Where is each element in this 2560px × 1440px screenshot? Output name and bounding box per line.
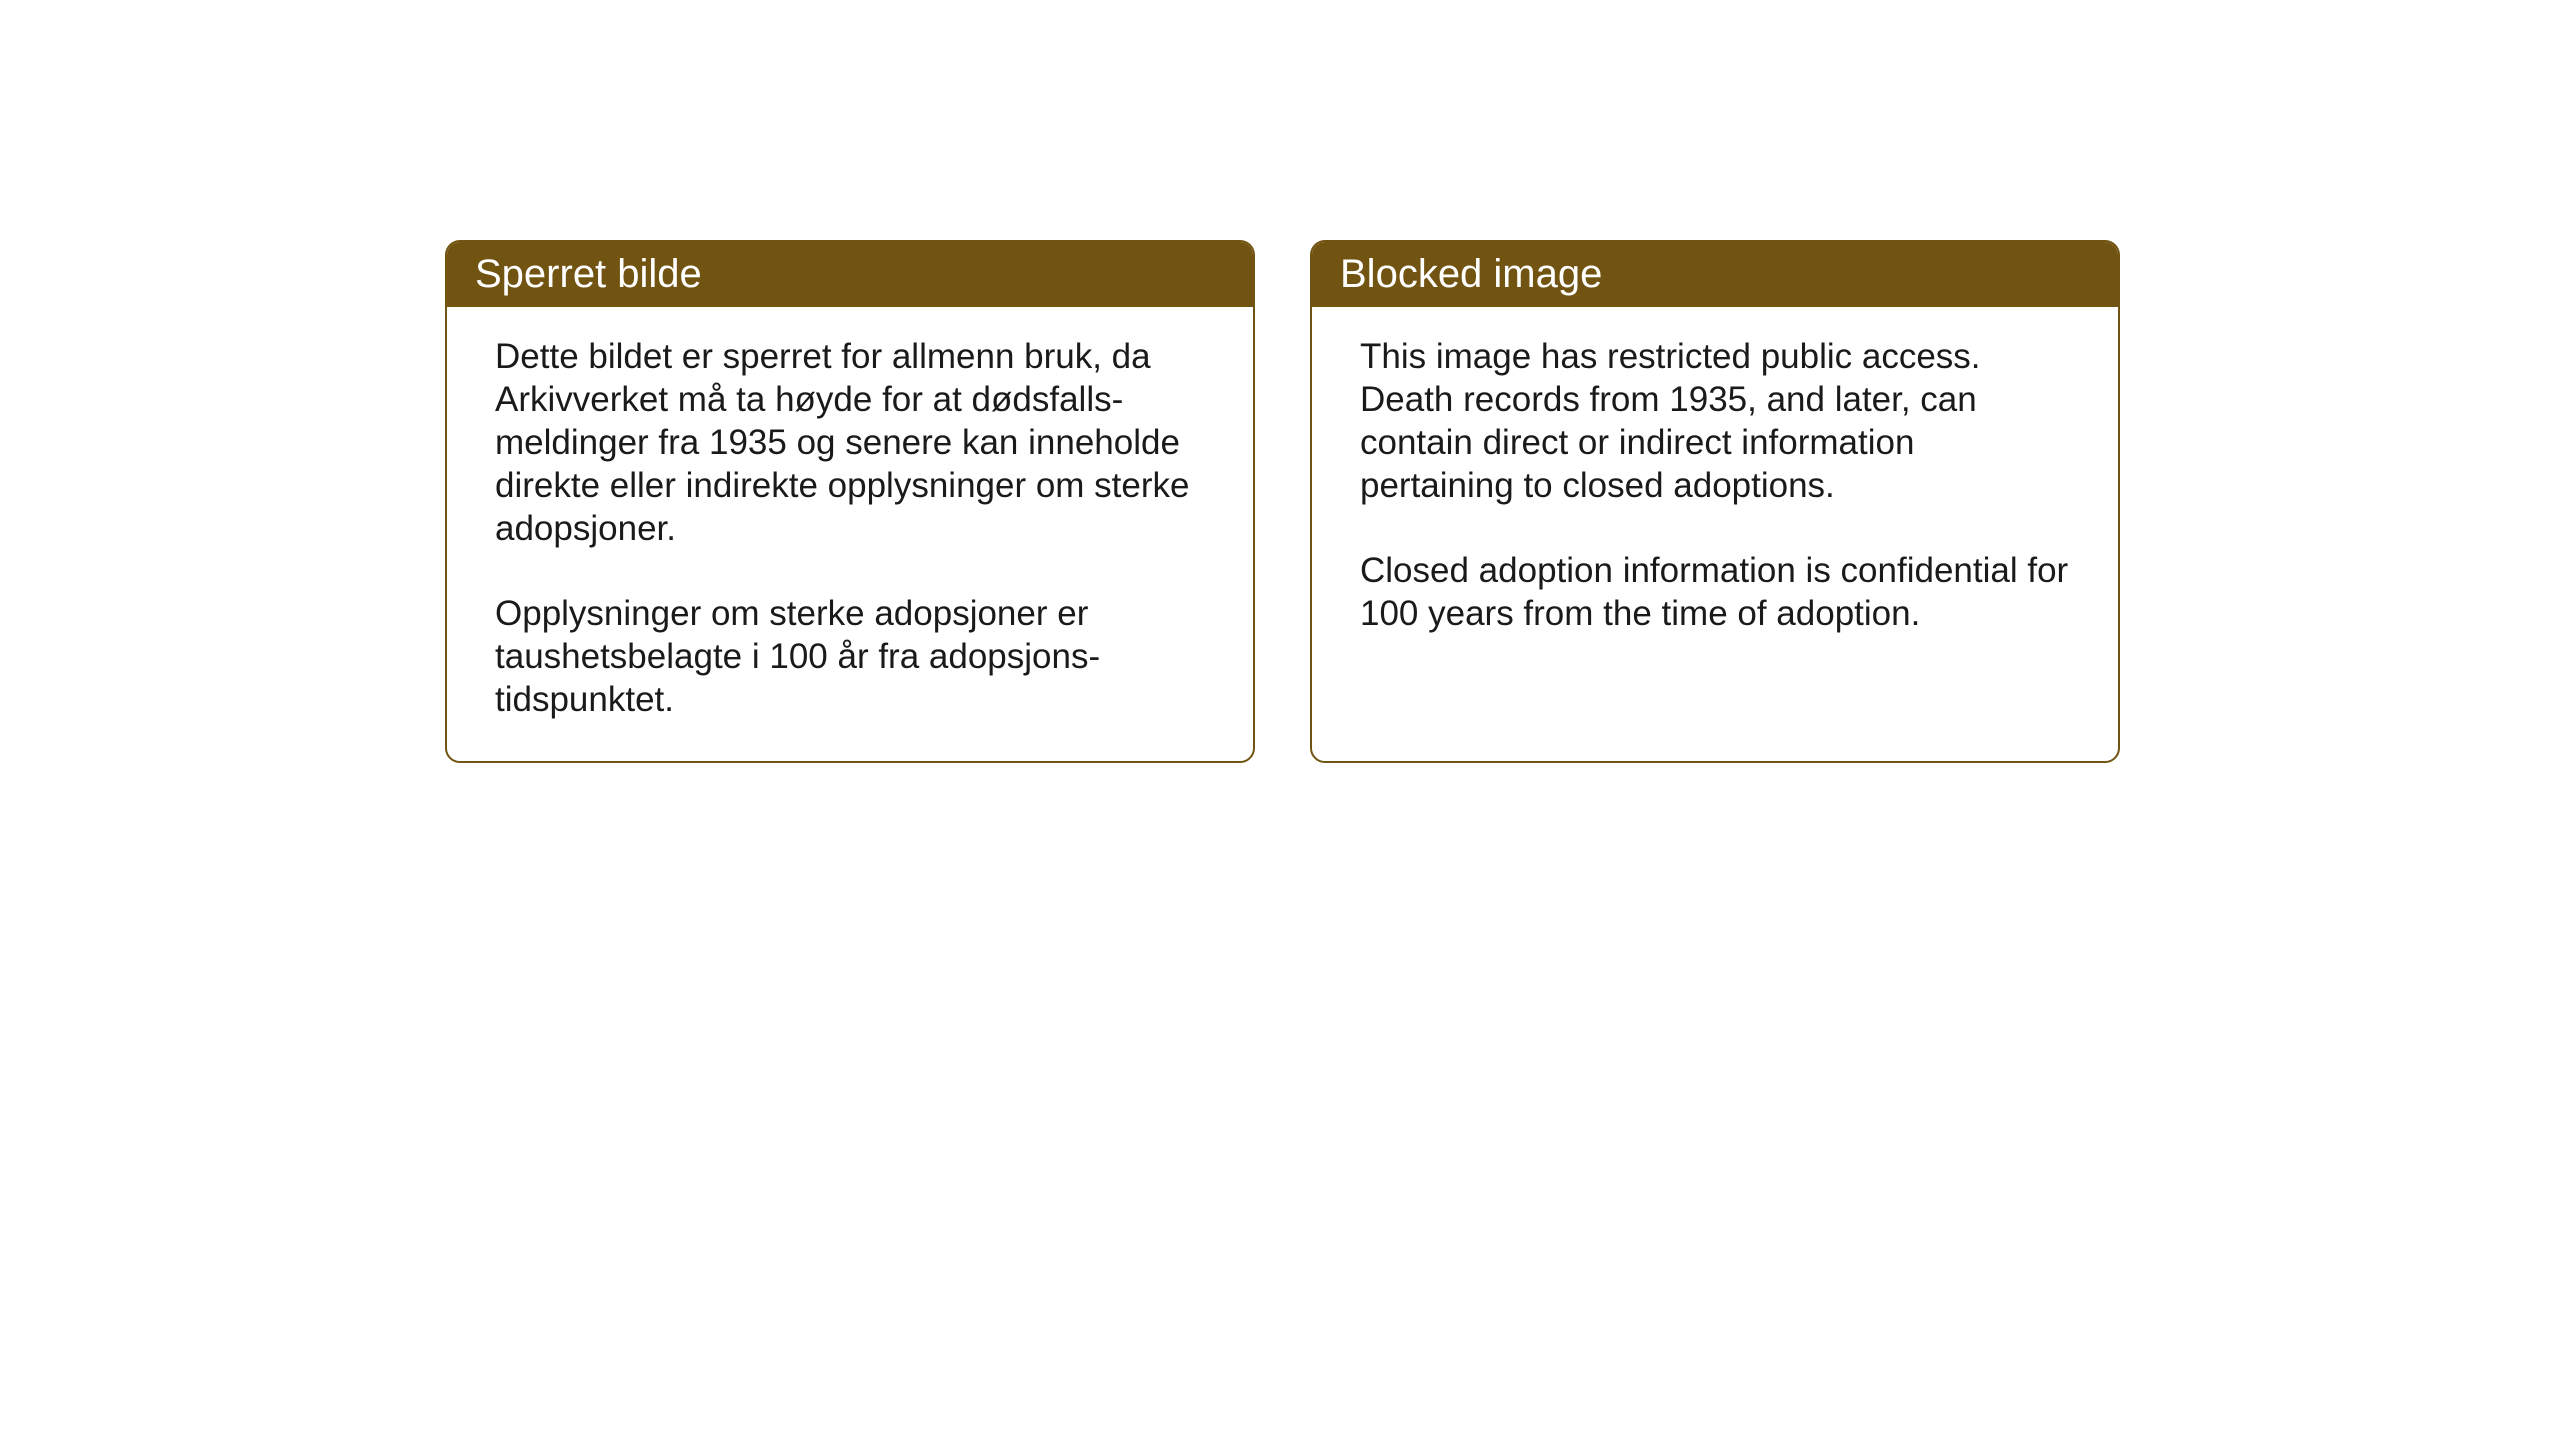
card-header-english: Blocked image — [1312, 242, 2118, 307]
notice-text-english-p1: This image has restricted public access.… — [1360, 335, 2070, 507]
card-title-english: Blocked image — [1340, 252, 1602, 296]
notice-card-english: Blocked image This image has restricted … — [1310, 240, 2120, 763]
card-body-english: This image has restricted public access.… — [1312, 307, 2118, 675]
notice-container: Sperret bilde Dette bildet er sperret fo… — [445, 240, 2120, 763]
notice-text-english-p2: Closed adoption information is confident… — [1360, 549, 2070, 635]
notice-text-norwegian-p1: Dette bildet er sperret for allmenn bruk… — [495, 335, 1205, 550]
card-body-norwegian: Dette bildet er sperret for allmenn bruk… — [447, 307, 1253, 761]
notice-card-norwegian: Sperret bilde Dette bildet er sperret fo… — [445, 240, 1255, 763]
card-header-norwegian: Sperret bilde — [447, 242, 1253, 307]
card-title-norwegian: Sperret bilde — [475, 252, 702, 296]
notice-text-norwegian-p2: Opplysninger om sterke adopsjoner er tau… — [495, 592, 1205, 721]
